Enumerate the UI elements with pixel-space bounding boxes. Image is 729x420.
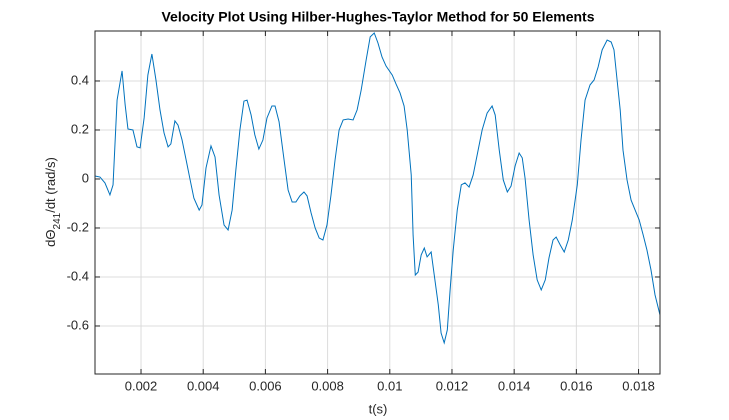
x-tick-label: 0.012 [436, 378, 469, 393]
y-label-subscript: 241 [52, 212, 63, 229]
x-axis-label: t(s) [369, 401, 388, 416]
x-tick-label: 0.016 [560, 378, 593, 393]
plot-area [95, 31, 660, 374]
y-tick-label: -0.6 [67, 317, 89, 332]
x-tick-label: 0.004 [187, 378, 220, 393]
y-axis-label: dΘ241/dt (rad/s) [43, 157, 62, 247]
x-tick-label: 0.008 [311, 378, 344, 393]
y-label-part: dΘ [43, 229, 58, 246]
y-label-part: /dt (rad/s) [43, 157, 58, 213]
y-tick-label: 0.4 [71, 72, 89, 87]
x-tick-label: 0.01 [377, 378, 402, 393]
chart-title: Velocity Plot Using Hilber-Hughes-Taylor… [161, 9, 594, 25]
x-tick-label: 0.018 [622, 378, 655, 393]
x-tick-label: 0.014 [498, 378, 531, 393]
data-line [94, 32, 661, 345]
y-tick-label: 0.2 [71, 121, 89, 136]
x-tick-label: 0.006 [249, 378, 282, 393]
x-tick-label: 0.002 [125, 378, 158, 393]
y-tick-label: -0.2 [67, 219, 89, 234]
axes-box [94, 30, 661, 375]
y-tick-label: 0 [82, 170, 89, 185]
y-tick-label: -0.4 [67, 268, 89, 283]
